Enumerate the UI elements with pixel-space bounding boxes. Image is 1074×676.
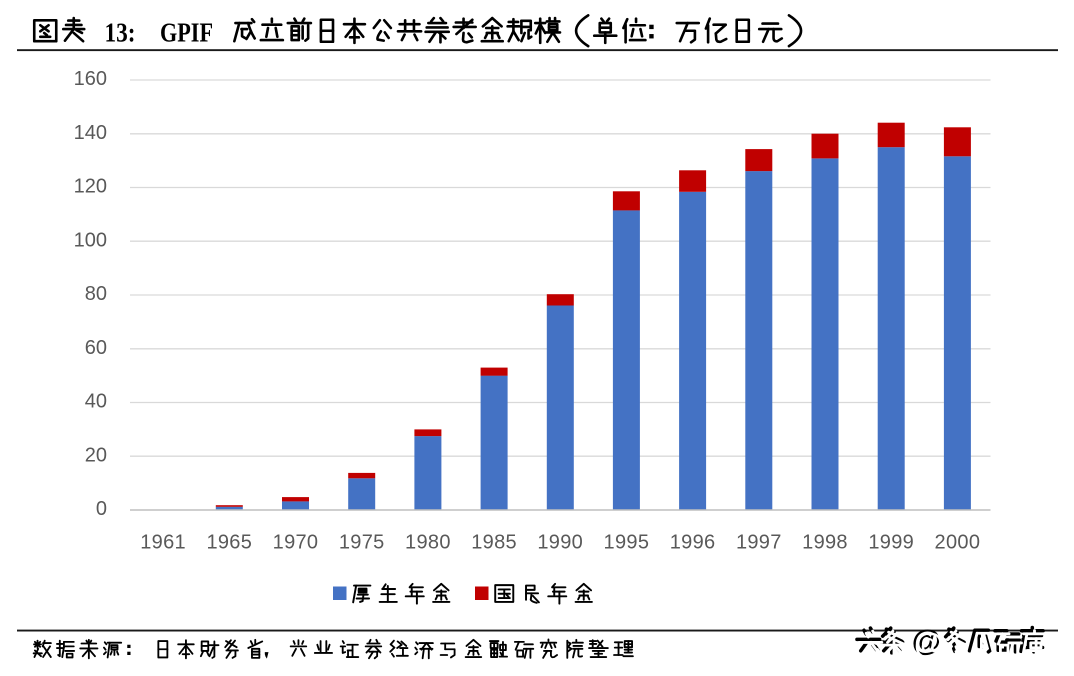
- svg-text:1975: 1975: [339, 532, 385, 554]
- svg-text:@: @: [914, 628, 943, 661]
- svg-text:120: 120: [74, 176, 107, 198]
- svg-text:1990: 1990: [537, 532, 583, 554]
- svg-text:160: 160: [74, 68, 107, 90]
- svg-text:80: 80: [85, 283, 107, 305]
- svg-text:1980: 1980: [405, 532, 451, 554]
- svg-text:1998: 1998: [802, 532, 848, 554]
- svg-text:1996: 1996: [670, 532, 716, 554]
- svg-text:140: 140: [74, 122, 107, 144]
- svg-text:1999: 1999: [868, 532, 914, 554]
- svg-text:0: 0: [96, 498, 107, 520]
- svg-text:1985: 1985: [471, 532, 517, 554]
- svg-text:40: 40: [85, 391, 107, 413]
- svg-text:@: @: [912, 625, 941, 658]
- svg-text:2000: 2000: [935, 532, 981, 554]
- svg-text:1997: 1997: [736, 532, 782, 554]
- svg-text:1965: 1965: [206, 532, 252, 554]
- svg-text:100: 100: [74, 229, 107, 251]
- svg-text:1970: 1970: [273, 532, 319, 554]
- svg-text:1995: 1995: [604, 532, 650, 554]
- svg-text:60: 60: [85, 337, 107, 359]
- svg-text:GPIF: GPIF: [160, 18, 213, 48]
- svg-text:1961: 1961: [140, 532, 186, 554]
- svg-text:20: 20: [85, 444, 107, 466]
- svg-text:13:: 13:: [105, 18, 136, 48]
